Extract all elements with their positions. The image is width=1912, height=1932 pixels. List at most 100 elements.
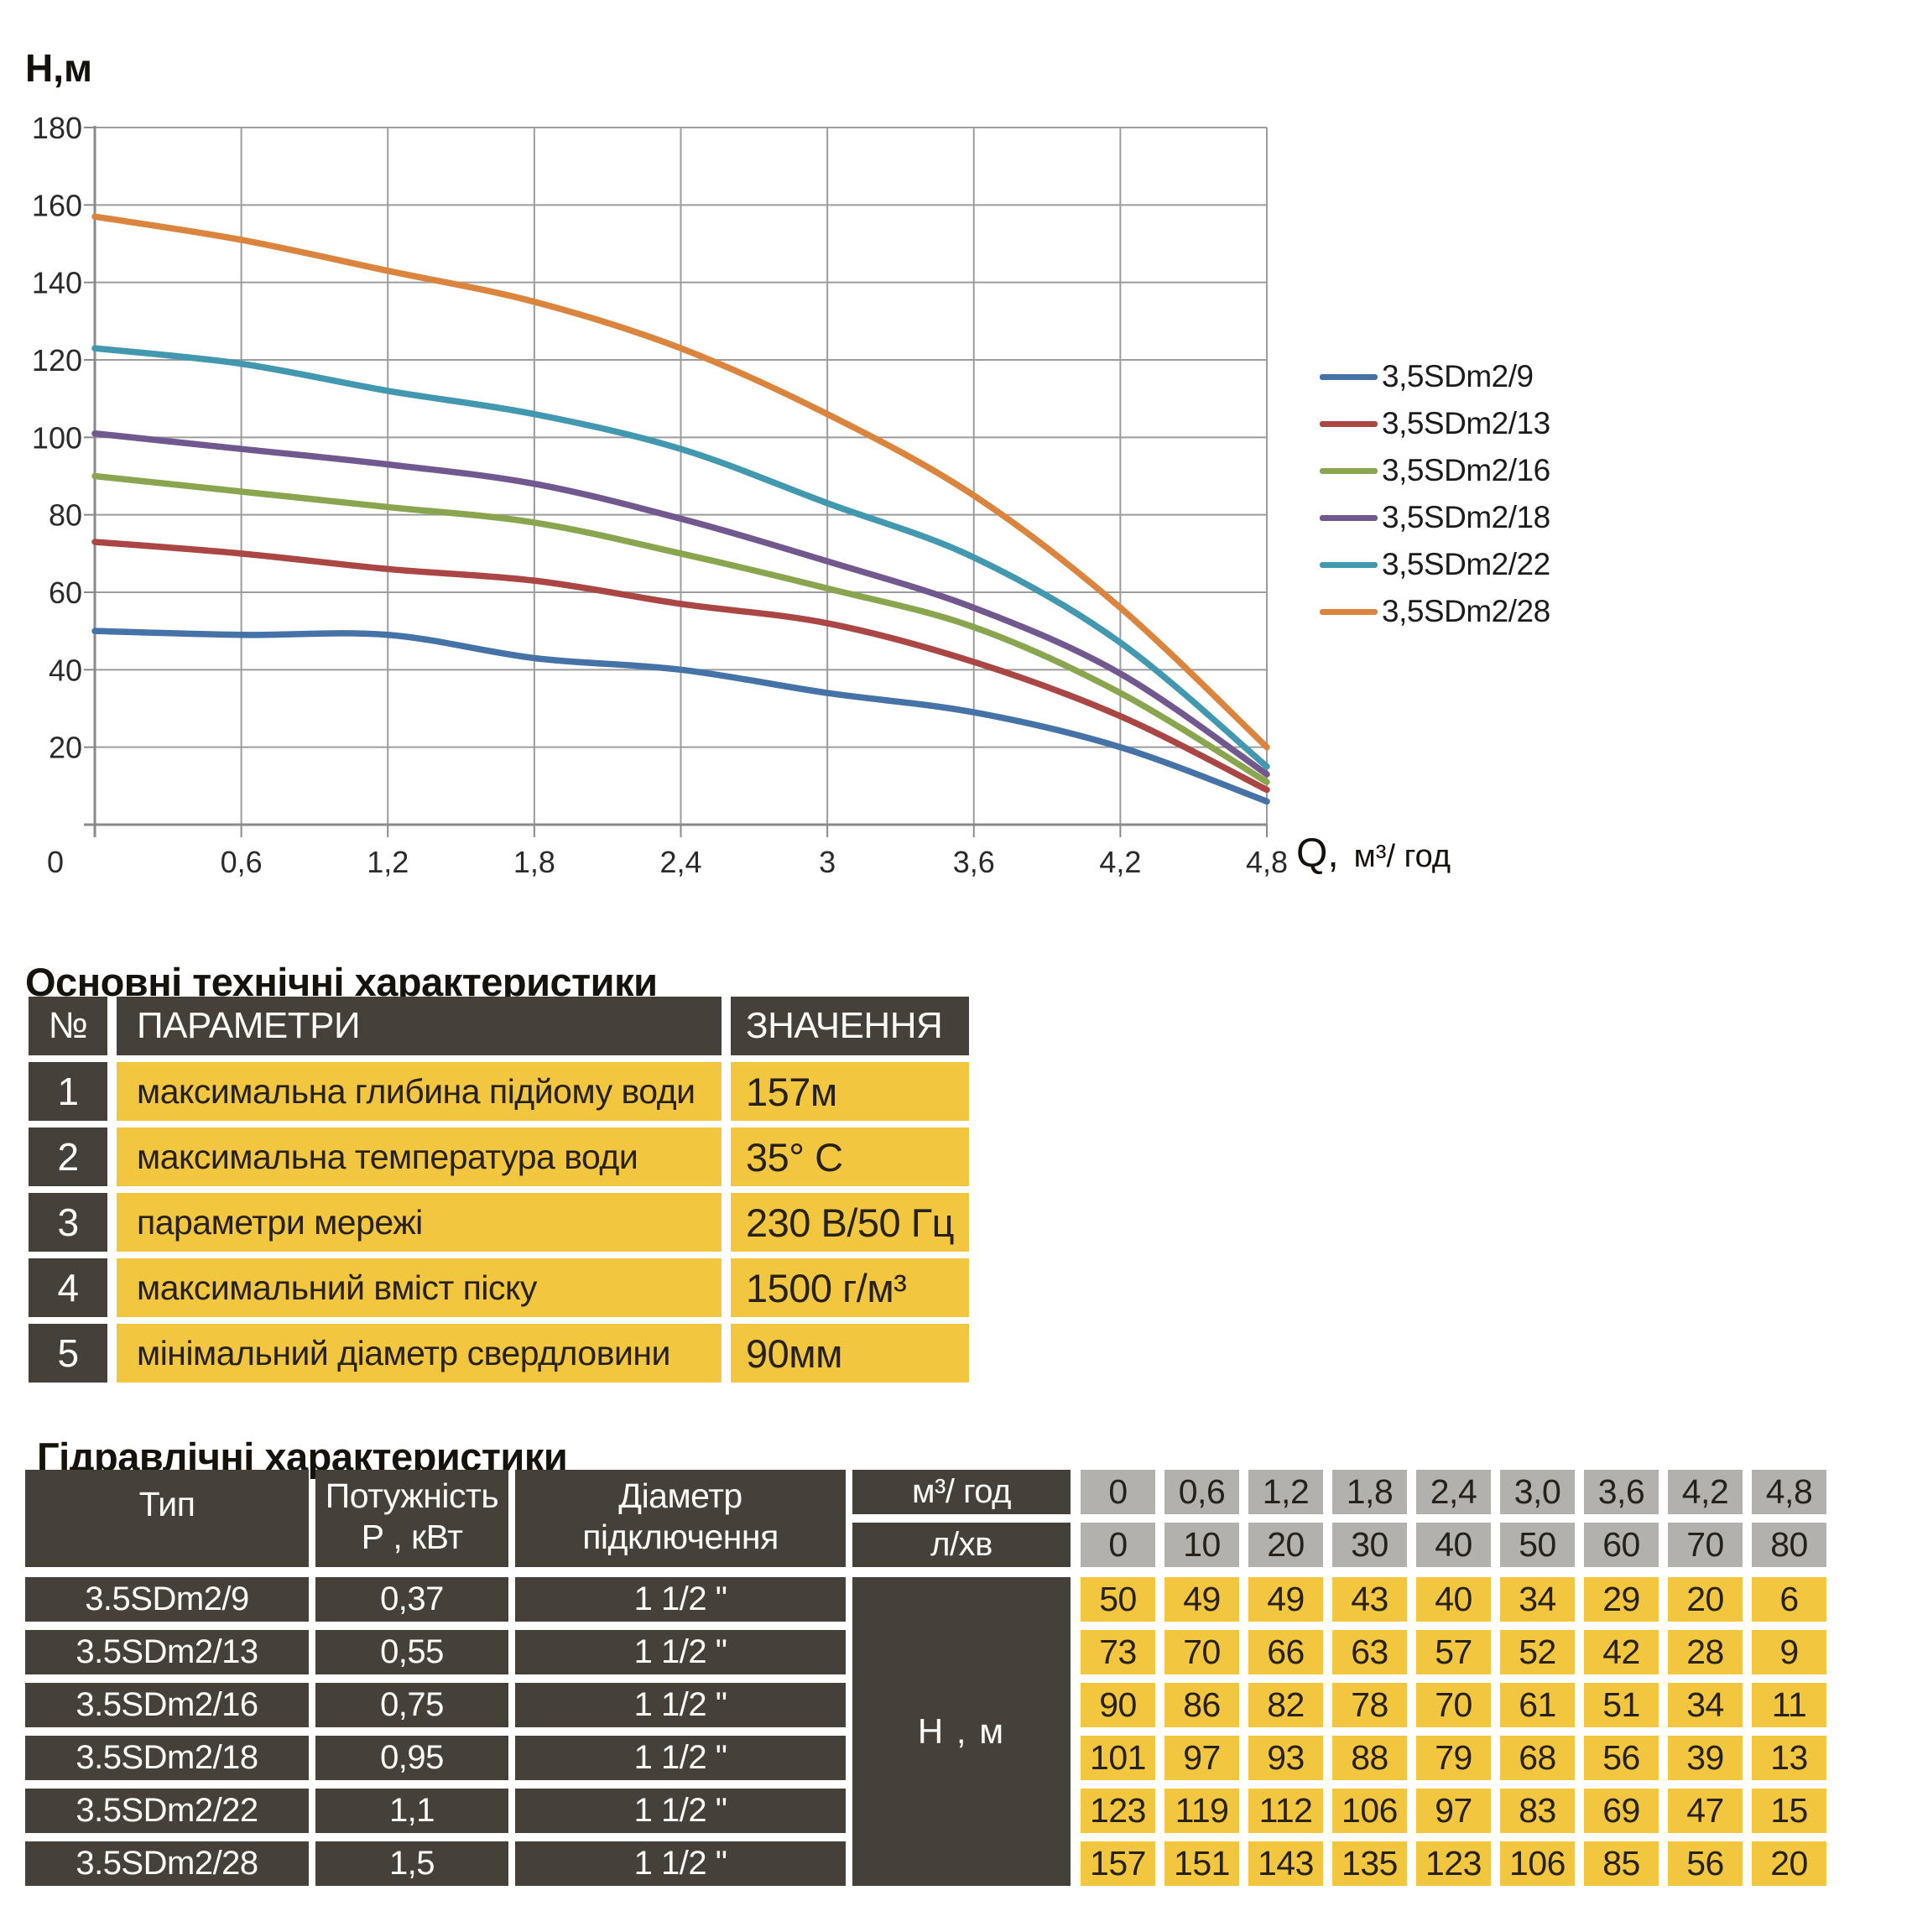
head-value-cell: 88 (1332, 1736, 1407, 1780)
x-tick-label: 1,2 (367, 845, 409, 879)
flow-lmin-value: 50 (1500, 1523, 1575, 1567)
head-value-cell: 42 (1584, 1630, 1659, 1674)
pump-diameter-cell: 1 1/2 " (515, 1736, 846, 1780)
flow-m3h-value: 3,0 (1500, 1470, 1575, 1514)
flow-m3h-value: 0 (1081, 1470, 1155, 1514)
y-tick-label: 160 (32, 188, 82, 222)
chart-legend: 3,5SDm2/9 3,5SDm2/13 3,5SDm2/16 3,5SDm2/18 3… (1320, 353, 1550, 635)
col-header-diameter: Діаметр підключення (515, 1470, 846, 1567)
head-value-cell: 68 (1500, 1736, 1575, 1780)
pump-power-cell: 0,75 (315, 1683, 508, 1727)
head-value-cell: 57 (1416, 1630, 1491, 1674)
legend-label: 3,5SDm2/13 (1382, 406, 1550, 440)
flow-lmin-value: 80 (1752, 1523, 1826, 1567)
head-value-cell: 6 (1752, 1577, 1826, 1622)
head-value-cell: 143 (1248, 1841, 1323, 1886)
head-value-cell: 135 (1332, 1841, 1407, 1886)
head-value-cell: 50 (1081, 1577, 1155, 1622)
head-value-cell: 73 (1081, 1630, 1155, 1674)
x-tick-label: 1,8 (513, 845, 555, 879)
row-parameter: максимальна глибина підйому води (117, 1062, 722, 1121)
pump-diameter-cell: 1 1/2 " (515, 1841, 846, 1886)
row-num: 4 (29, 1258, 107, 1317)
head-value-cell: 119 (1164, 1789, 1239, 1833)
pump-type-cell: 3.5SDm2/9 (25, 1577, 309, 1622)
series-line-3,5SDm2/22 (91, 345, 1270, 770)
head-value-cell: 97 (1164, 1736, 1239, 1780)
legend-item: 3,5SDm2/22 (1320, 541, 1550, 588)
row-num: 2 (29, 1127, 107, 1186)
row-parameter: максимальна температура води (117, 1127, 722, 1186)
pump-diameter-cell: 1 1/2 " (515, 1683, 846, 1727)
head-value-cell: 93 (1248, 1736, 1323, 1780)
head-value-cell: 123 (1081, 1789, 1155, 1833)
head-value-cell: 82 (1248, 1683, 1323, 1727)
pump-type-cell: 3.5SDm2/13 (25, 1630, 309, 1674)
head-value-cell: 43 (1332, 1577, 1407, 1622)
col-header-type: Тип (25, 1470, 309, 1567)
power-header-line2: Р , кВт (361, 1518, 463, 1556)
x-tick-label: 3,6 (953, 845, 995, 879)
x-axis-quantity-symbol: Q, (1296, 831, 1339, 876)
flow-m3h-value: 1,8 (1332, 1470, 1407, 1514)
head-value-cell: 70 (1416, 1683, 1491, 1727)
head-value-cell: 49 (1164, 1577, 1239, 1622)
col-header-value: ЗНАЧЕННЯ (731, 997, 969, 1055)
legend-label: 3,5SDm2/9 (1382, 359, 1534, 393)
row-parameter: максимальний вміст піску (117, 1258, 722, 1317)
legend-swatch-3,5SDm2/28 (1320, 608, 1378, 615)
y-tick-label: 80 (49, 498, 82, 533)
head-value-cell: 106 (1500, 1841, 1575, 1886)
head-value-cell: 106 (1332, 1789, 1407, 1833)
flow-m3h-value: 1,2 (1248, 1470, 1323, 1514)
pump-type-cell: 3.5SDm2/18 (25, 1736, 309, 1780)
x-tick-label: 0 (47, 845, 64, 879)
row-value: 35° С (731, 1127, 969, 1186)
head-value-cell: 101 (1081, 1736, 1155, 1780)
legend-item: 3,5SDm2/16 (1320, 447, 1550, 494)
head-value-cell: 47 (1668, 1789, 1743, 1833)
head-value-cell: 151 (1164, 1841, 1239, 1886)
head-value-cell: 70 (1164, 1630, 1239, 1674)
head-value-cell: 40 (1416, 1577, 1491, 1622)
head-value-cell: 56 (1584, 1736, 1659, 1780)
flow-lmin-value: 70 (1668, 1523, 1743, 1567)
y-tick-label: 100 (32, 420, 82, 455)
col-header-flow-m3h: м³/ год (852, 1470, 1071, 1514)
pump-type-cell: 3.5SDm2/16 (25, 1683, 309, 1727)
head-value-cell: 9 (1752, 1630, 1826, 1674)
pump-type-cell: 3.5SDm2/28 (25, 1841, 309, 1886)
legend-label: 3,5SDm2/22 (1382, 547, 1550, 581)
pump-type-cell: 3.5SDm2/22 (25, 1789, 309, 1833)
legend-item: 3,5SDm2/18 (1320, 494, 1550, 541)
chart-y-axis-title: Н,м (25, 46, 93, 90)
head-value-cell: 157 (1081, 1841, 1155, 1886)
head-value-cell: 85 (1584, 1841, 1659, 1886)
series-line-3,5SDm2/28 (91, 213, 1270, 751)
head-value-cell: 34 (1668, 1683, 1743, 1727)
row-num: 3 (29, 1193, 107, 1252)
diameter-header-line2: підключення (582, 1518, 779, 1556)
pump-diameter-cell: 1 1/2 " (515, 1789, 846, 1833)
col-header-power: Потужність Р , кВт (315, 1470, 508, 1567)
col-header-num: № (29, 997, 107, 1055)
row-value: 157м (731, 1062, 969, 1121)
head-value-cell: 13 (1752, 1736, 1826, 1780)
row-value: 1500 г/м³ (731, 1258, 969, 1317)
head-value-cell: 90 (1081, 1683, 1155, 1727)
flow-lmin-value: 40 (1416, 1523, 1491, 1567)
legend-item: 3,5SDm2/28 (1320, 588, 1550, 635)
head-value-cell: 51 (1584, 1683, 1659, 1727)
pump-power-cell: 0,37 (315, 1577, 508, 1622)
legend-label: 3,5SDm2/16 (1382, 453, 1550, 487)
flow-lmin-value: 20 (1248, 1523, 1323, 1567)
chart-x-axis-title: Q, м³/ год (1296, 831, 1451, 877)
flow-m3h-value: 0,6 (1164, 1470, 1239, 1514)
row-parameter: параметри мережі (117, 1193, 722, 1252)
head-value-cell: 112 (1248, 1789, 1323, 1833)
flow-m3h-value: 4,8 (1752, 1470, 1826, 1514)
y-tick-label: 140 (32, 266, 82, 300)
flow-lmin-value: 60 (1584, 1523, 1659, 1567)
pump-power-cell: 0,55 (315, 1630, 508, 1674)
